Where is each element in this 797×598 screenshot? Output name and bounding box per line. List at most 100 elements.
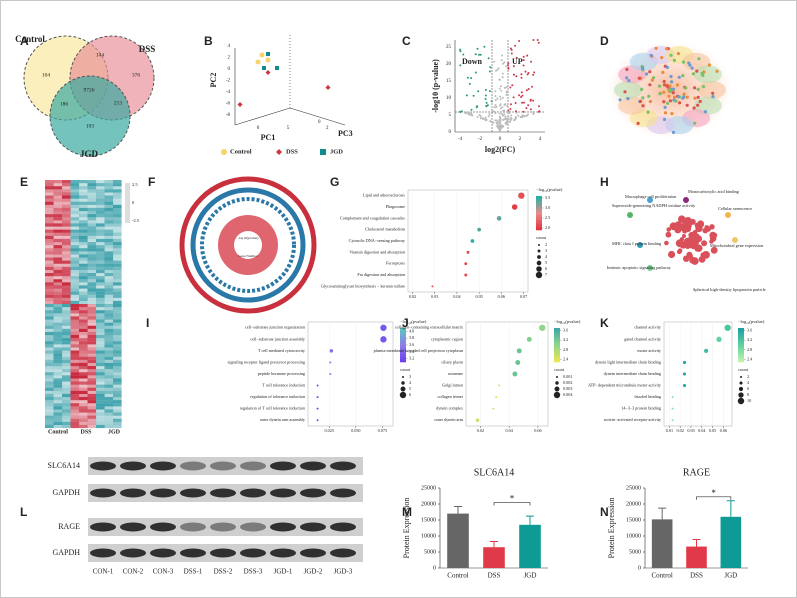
label: DSS bbox=[80, 429, 92, 435]
heat-cell bbox=[79, 353, 88, 357]
heat-cell bbox=[70, 412, 80, 416]
volcano-dot bbox=[468, 82, 471, 85]
heat-cell bbox=[53, 356, 63, 360]
y-tick-label: 5000 bbox=[629, 549, 641, 555]
volcano-dot bbox=[515, 75, 518, 78]
color-tick-label: 2.4 bbox=[747, 357, 753, 362]
volcano-dot bbox=[518, 94, 521, 97]
color-tick-label: 3.2 bbox=[409, 356, 414, 361]
color-bar bbox=[400, 339, 406, 342]
heat-cell bbox=[70, 204, 80, 208]
color-bar bbox=[400, 353, 406, 356]
dot bbox=[511, 204, 518, 210]
heat-cell bbox=[87, 235, 97, 239]
heat-cell bbox=[70, 180, 80, 184]
heat-cell bbox=[104, 204, 114, 208]
size-title: count bbox=[554, 367, 565, 372]
heat-cell bbox=[53, 341, 63, 345]
category-label: Golgi lumen bbox=[442, 383, 464, 388]
size-tick-label: 2 bbox=[545, 242, 547, 247]
volcano-dot bbox=[531, 85, 533, 88]
heat-cell bbox=[53, 319, 63, 323]
heat-cell bbox=[70, 279, 80, 283]
heat-cell bbox=[62, 266, 71, 270]
heat-cell bbox=[104, 338, 114, 342]
x-tick-label: 0.075 bbox=[378, 428, 387, 433]
heat-cell bbox=[96, 353, 105, 357]
x-tick-label: Control bbox=[651, 572, 672, 580]
heat-cell bbox=[62, 328, 71, 332]
heat-cell bbox=[45, 223, 54, 227]
term-node bbox=[684, 217, 692, 225]
heat-cell bbox=[113, 192, 122, 196]
band bbox=[90, 548, 116, 558]
dot bbox=[316, 384, 319, 387]
heat-cell bbox=[113, 211, 122, 215]
error-bar bbox=[454, 506, 462, 514]
heat-cell bbox=[53, 232, 63, 236]
plot-frame bbox=[663, 321, 733, 427]
heat-cell bbox=[79, 263, 88, 267]
heat-cell bbox=[113, 328, 122, 332]
heat-cell bbox=[87, 316, 97, 320]
heat-cell bbox=[79, 276, 88, 280]
heat-cell bbox=[45, 328, 54, 332]
volcano-dot bbox=[501, 76, 504, 79]
volcano-dot bbox=[488, 90, 491, 93]
panel-letter: B bbox=[204, 34, 213, 48]
heat-cell bbox=[79, 304, 88, 308]
panel-letter: N bbox=[600, 505, 609, 519]
y-tick-label: 5000 bbox=[424, 549, 436, 555]
band bbox=[240, 461, 266, 471]
heat-cell bbox=[53, 366, 63, 370]
heat-cell bbox=[113, 350, 122, 354]
label: Intrinsic apoptotic signaling pathway bbox=[607, 265, 672, 270]
heat-cell bbox=[104, 211, 114, 215]
dot bbox=[464, 262, 468, 266]
heat-cell bbox=[45, 254, 54, 258]
heat-cell bbox=[79, 356, 88, 360]
heat-cell bbox=[96, 350, 105, 354]
heat-cell bbox=[87, 297, 97, 301]
heat-cell bbox=[70, 322, 80, 326]
heat-cell bbox=[96, 381, 105, 385]
plot-frame bbox=[465, 321, 549, 427]
volcano-dot bbox=[525, 107, 528, 110]
heat-cell bbox=[104, 362, 114, 367]
heat-cell bbox=[79, 319, 88, 323]
heat-cell bbox=[70, 359, 80, 363]
volcano-dot bbox=[503, 86, 506, 89]
heat-cell bbox=[62, 393, 71, 398]
volcano-dot bbox=[532, 73, 535, 76]
heat-cell bbox=[113, 424, 122, 429]
node bbox=[692, 106, 696, 110]
node bbox=[677, 75, 681, 79]
volcano-dot bbox=[518, 40, 521, 42]
heat-cell bbox=[70, 192, 80, 196]
y-tick-label: 25000 bbox=[626, 485, 641, 491]
heat-cell bbox=[113, 285, 122, 289]
term-node bbox=[665, 231, 672, 238]
node bbox=[676, 95, 681, 99]
band bbox=[300, 548, 326, 558]
color-bar bbox=[536, 216, 542, 219]
heat-cell bbox=[104, 397, 114, 401]
volcano-dot bbox=[502, 119, 505, 121]
heat-cell bbox=[96, 362, 105, 367]
heat-cell bbox=[96, 325, 105, 329]
size-key bbox=[738, 392, 744, 398]
heat-cell bbox=[45, 242, 54, 246]
heat-cell bbox=[45, 335, 54, 339]
heat-cell bbox=[62, 211, 71, 215]
heat-cell bbox=[104, 328, 114, 332]
heat-cell bbox=[104, 201, 114, 205]
heat-cell bbox=[113, 415, 122, 419]
heat-cell bbox=[104, 195, 114, 199]
heat-cell bbox=[70, 415, 80, 419]
volcano-dot bbox=[520, 116, 523, 119]
term-node bbox=[704, 225, 709, 230]
heat-cell bbox=[45, 325, 54, 329]
heat-cell bbox=[104, 403, 114, 407]
band bbox=[240, 548, 266, 558]
heat-cell bbox=[113, 229, 122, 233]
